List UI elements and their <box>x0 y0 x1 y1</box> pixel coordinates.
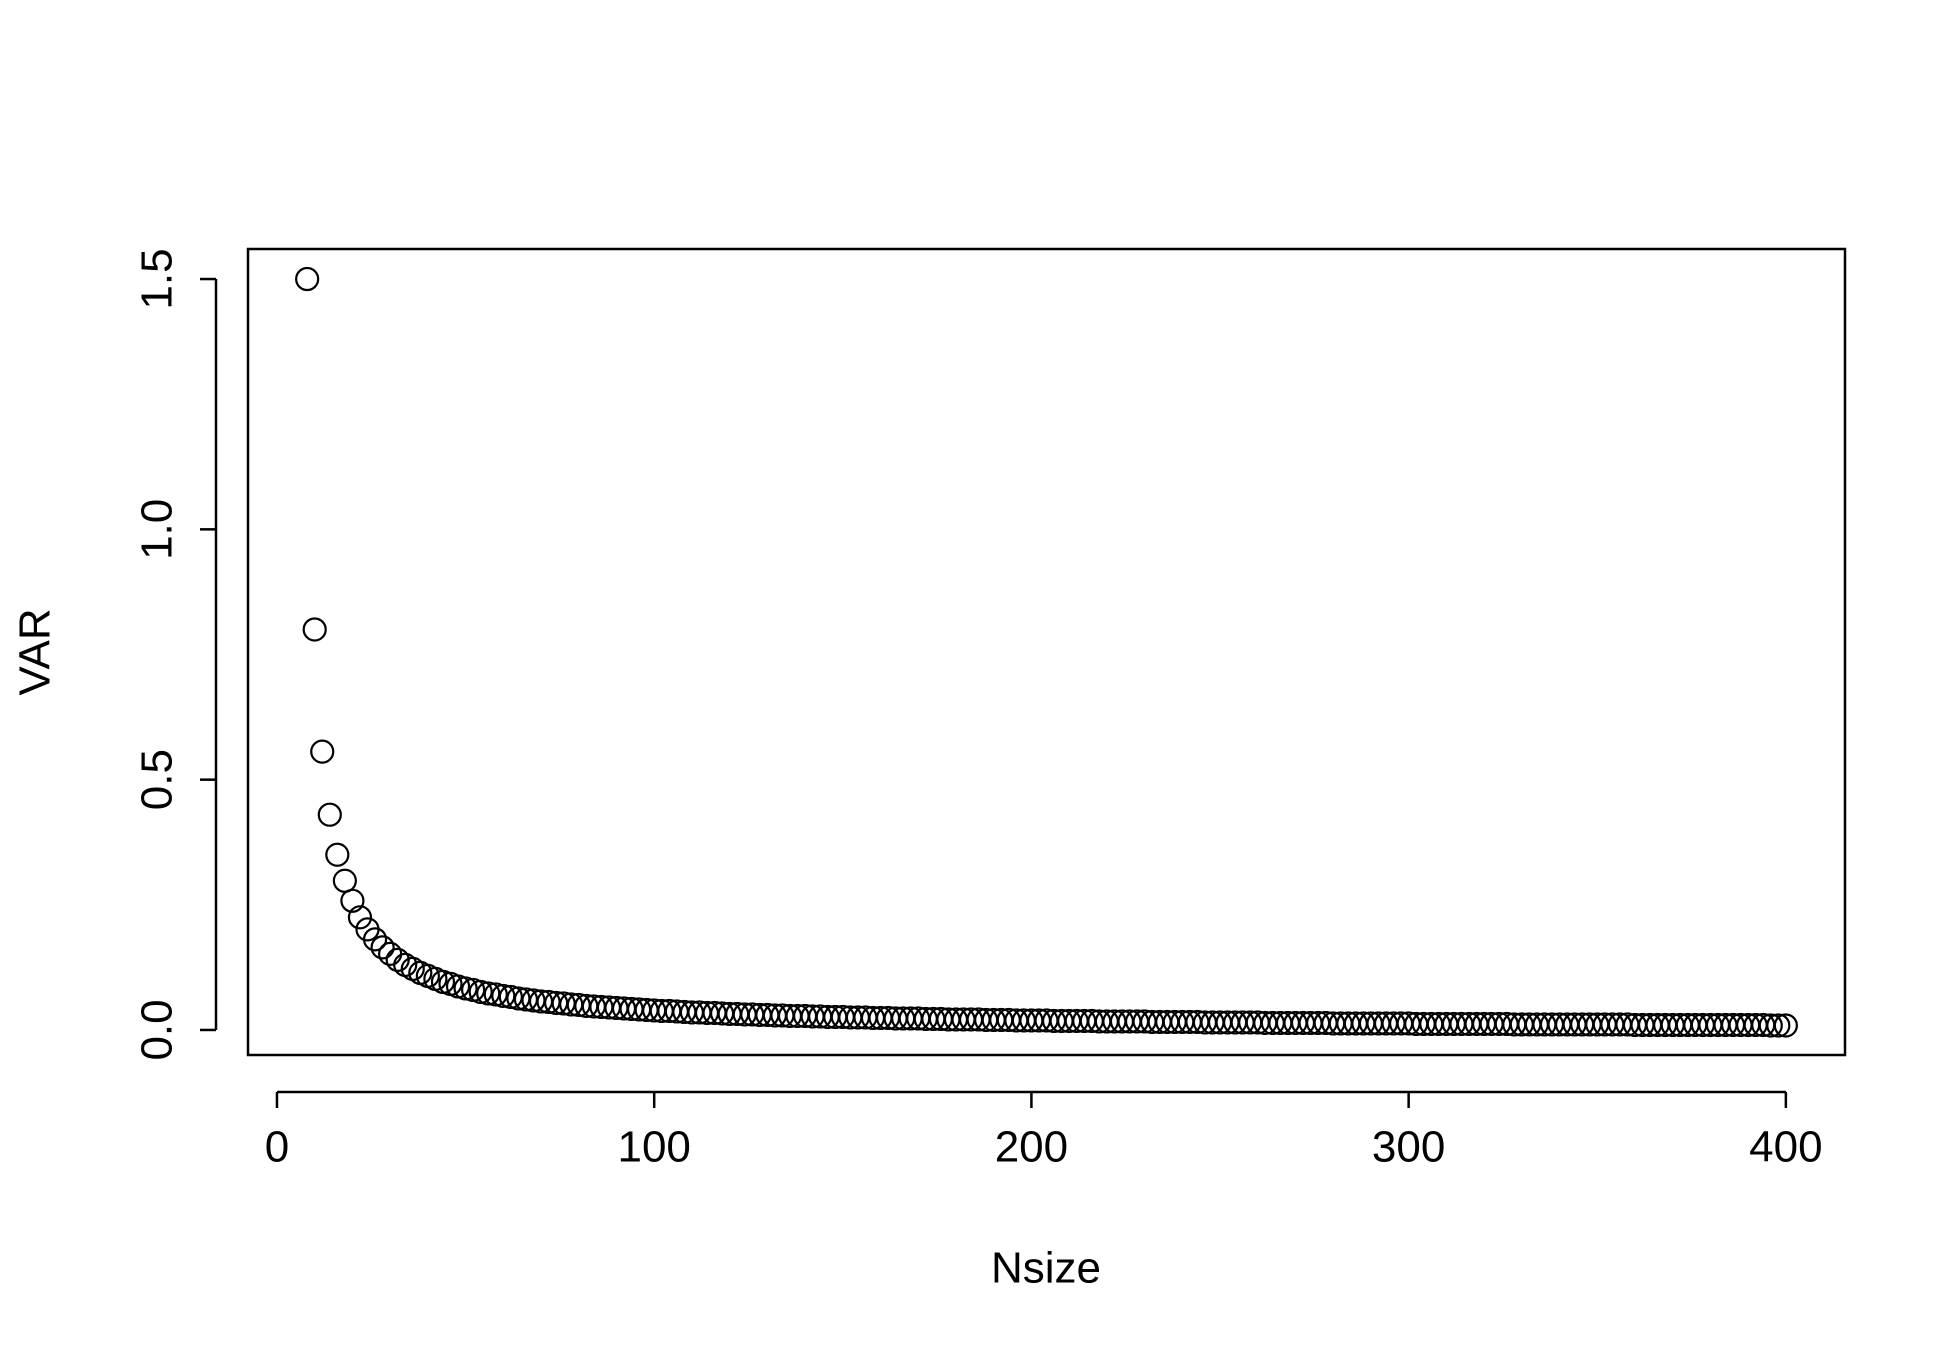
point <box>498 984 523 1010</box>
y-axis-label: VAR <box>11 608 60 695</box>
point <box>1758 1013 1783 1038</box>
point <box>491 983 516 1009</box>
x-tick-label: 0 <box>265 1123 289 1172</box>
point <box>310 739 335 764</box>
plot-frame <box>246 247 1847 1057</box>
point <box>325 842 350 867</box>
point <box>1766 1013 1791 1038</box>
point <box>295 266 320 292</box>
x-tick-label: 200 <box>995 1123 1068 1172</box>
y-tick-label: 1.0 <box>133 499 182 560</box>
point <box>362 927 388 952</box>
x-tick-label: 400 <box>1749 1123 1822 1172</box>
y-tick-label: 1.5 <box>133 248 182 309</box>
point <box>340 888 365 913</box>
x-axis-label: Nsize <box>991 1244 1101 1293</box>
x-tick-label: 300 <box>1372 1123 1445 1172</box>
point <box>370 935 395 960</box>
x-tick-label: 100 <box>617 1123 690 1172</box>
point <box>302 617 327 642</box>
point <box>347 905 373 930</box>
point <box>468 979 493 1005</box>
point <box>385 947 410 972</box>
point <box>453 976 478 1001</box>
y-tick-label: 0.5 <box>133 749 182 810</box>
point <box>483 982 508 1007</box>
point <box>317 802 342 827</box>
point <box>476 981 501 1006</box>
point <box>1773 1013 1798 1038</box>
y-tick-label: 0.0 <box>133 999 182 1060</box>
